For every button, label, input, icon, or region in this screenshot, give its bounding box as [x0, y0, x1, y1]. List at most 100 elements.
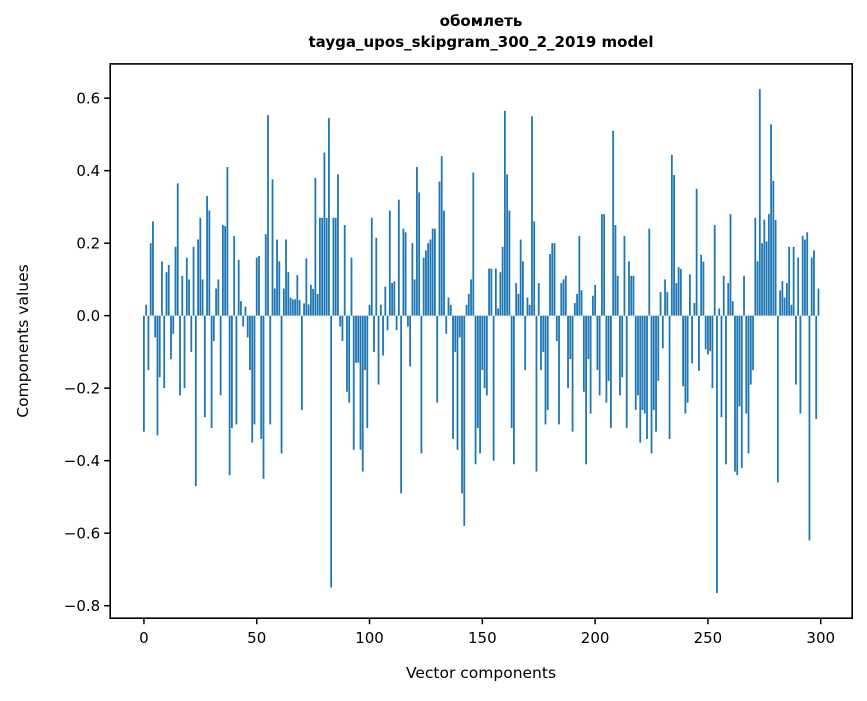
bar: [197, 239, 199, 316]
bar: [199, 217, 202, 316]
bar: [440, 156, 443, 316]
bar: [725, 315, 727, 465]
bar: [323, 152, 326, 316]
bar: [795, 315, 797, 385]
bar: [377, 315, 380, 385]
bar: [503, 110, 506, 316]
bar: [181, 275, 184, 316]
bar: [537, 283, 540, 316]
bar: [413, 279, 416, 316]
bar: [776, 315, 779, 483]
bar: [352, 315, 355, 450]
x-tick-label: 0: [139, 629, 149, 647]
bar: [698, 315, 700, 371]
bar: [704, 315, 707, 350]
bar: [508, 210, 511, 316]
bar: [240, 301, 242, 316]
bar: [289, 297, 292, 316]
bar: [470, 279, 472, 316]
bar: [650, 315, 653, 454]
plot-border: [109, 63, 853, 619]
bar: [535, 315, 538, 472]
bar: [212, 315, 215, 342]
bar: [188, 279, 190, 316]
bar: [201, 279, 204, 316]
bar: [810, 257, 813, 316]
bar: [348, 315, 351, 403]
bar: [409, 315, 412, 367]
bar: [745, 315, 748, 414]
bar: [206, 196, 208, 316]
bar: [625, 315, 628, 429]
bar: [815, 315, 818, 419]
bar: [208, 210, 211, 316]
bar: [244, 306, 247, 316]
bar: [233, 235, 236, 316]
bar: [271, 179, 274, 316]
bar: [607, 315, 610, 381]
bar: [743, 275, 745, 316]
bar: [497, 308, 500, 316]
bar: [285, 239, 287, 316]
bar: [551, 243, 554, 316]
bar: [734, 315, 736, 472]
bar: [684, 315, 687, 414]
bar: [291, 299, 294, 316]
bar: [630, 275, 633, 316]
bar: [720, 315, 723, 418]
x-tick-label: 300: [806, 629, 835, 647]
bar: [361, 315, 364, 472]
bar: [307, 304, 310, 316]
bar: [711, 315, 714, 389]
bar: [438, 181, 441, 316]
bar: [161, 261, 163, 316]
bar: [799, 315, 802, 414]
bar: [280, 315, 283, 454]
bar: [156, 315, 159, 436]
bar: [427, 243, 430, 316]
x-tick-label: 200: [581, 629, 610, 647]
bar: [499, 272, 502, 316]
bar: [682, 315, 685, 387]
bar: [341, 315, 344, 342]
bar: [673, 175, 675, 316]
bar: [190, 315, 193, 352]
bar: [296, 275, 299, 316]
bar: [792, 246, 795, 316]
bar: [300, 315, 303, 410]
bar: [752, 315, 754, 371]
bar: [781, 281, 784, 316]
bar: [513, 315, 515, 465]
bar: [628, 261, 630, 316]
bar: [379, 304, 382, 316]
bar: [691, 315, 694, 364]
bar: [679, 268, 682, 316]
bar: [172, 315, 175, 334]
bar: [255, 257, 258, 316]
bar: [670, 154, 673, 316]
bar: [589, 315, 592, 414]
bar: [702, 261, 705, 316]
bar: [287, 272, 290, 316]
bar: [316, 293, 319, 316]
bar: [718, 308, 721, 316]
bar: [176, 183, 179, 316]
bar: [695, 188, 698, 316]
bar: [397, 199, 400, 316]
bar: [621, 315, 624, 378]
bar: [580, 290, 583, 316]
bar: [467, 293, 470, 316]
bar: [675, 283, 678, 316]
bar: [610, 315, 612, 429]
bar: [594, 284, 597, 316]
bar: [804, 239, 806, 316]
bar: [149, 243, 152, 316]
bar: [709, 315, 712, 352]
bar: [388, 210, 391, 316]
bar: [384, 286, 387, 316]
bar: [158, 315, 161, 378]
bar: [494, 268, 497, 316]
bar: [731, 301, 734, 316]
bar: [546, 315, 549, 410]
